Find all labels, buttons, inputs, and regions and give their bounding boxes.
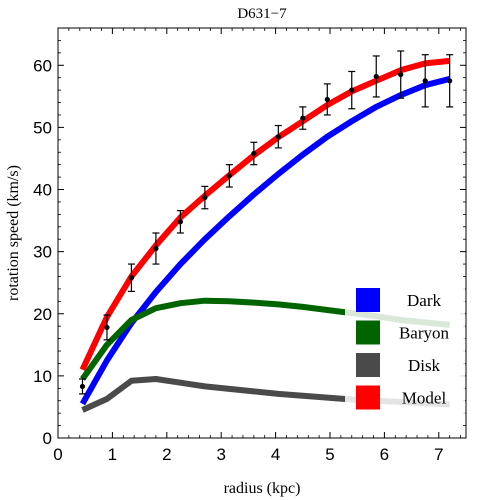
x-tick-label: 3 (216, 445, 225, 464)
data-point (226, 173, 232, 179)
y-tick-label: 40 (33, 181, 52, 200)
legend-label-disk: Disk (408, 356, 441, 375)
data-point (349, 87, 355, 93)
x-tick-label: 1 (108, 445, 117, 464)
data-point (422, 78, 428, 84)
data-point (324, 96, 330, 103)
legend-swatch-dark (356, 288, 380, 312)
y-tick-label: 0 (43, 429, 52, 448)
y-tick-label: 60 (33, 56, 52, 75)
data-point (177, 219, 183, 225)
y-tick-label: 50 (33, 118, 52, 137)
data-point (300, 115, 306, 121)
plot-frame (57, 27, 467, 439)
y-tick-label: 20 (33, 305, 52, 324)
legend-swatch-baryon (356, 320, 380, 345)
legend-label-model: Model (402, 389, 447, 408)
legend-label-baryon: Baryon (399, 324, 450, 343)
data-point (202, 194, 208, 201)
data-point (128, 275, 135, 281)
series-line-dark (79, 75, 451, 406)
legend: Dark Baryon Disk Model (345, 283, 465, 417)
x-axis: 0 1 2 3 4 5 6 7 (53, 28, 461, 464)
data-point (104, 324, 110, 331)
x-tick-label: 0 (53, 445, 62, 464)
legend-swatch-disk (356, 353, 380, 377)
data-point (79, 383, 86, 390)
x-tick-label: 2 (162, 445, 171, 464)
chart-title: D631−7 (237, 6, 287, 22)
series-line-model (79, 57, 451, 371)
y-tick-label: 10 (33, 367, 52, 386)
data-point (275, 134, 281, 140)
x-tick-label: 5 (325, 445, 334, 464)
x-axis-label: radius (kpc) (224, 480, 301, 497)
y-axis-label: rotation speed (km/s) (5, 165, 22, 301)
legend-label-dark: Dark (407, 291, 441, 310)
x-tick-label: 4 (271, 445, 280, 464)
data-point (153, 245, 159, 252)
legend-swatch-model (356, 385, 380, 410)
y-axis: 0 10 20 30 40 50 60 (33, 40, 466, 448)
y-tick-label: 30 (33, 243, 52, 262)
data-point (251, 150, 257, 157)
data-point (447, 78, 453, 84)
data-point (373, 73, 379, 80)
observed-points (78, 50, 454, 395)
x-tick-label: 6 (380, 445, 389, 464)
x-tick-label: 7 (434, 445, 443, 464)
data-point (398, 71, 404, 78)
